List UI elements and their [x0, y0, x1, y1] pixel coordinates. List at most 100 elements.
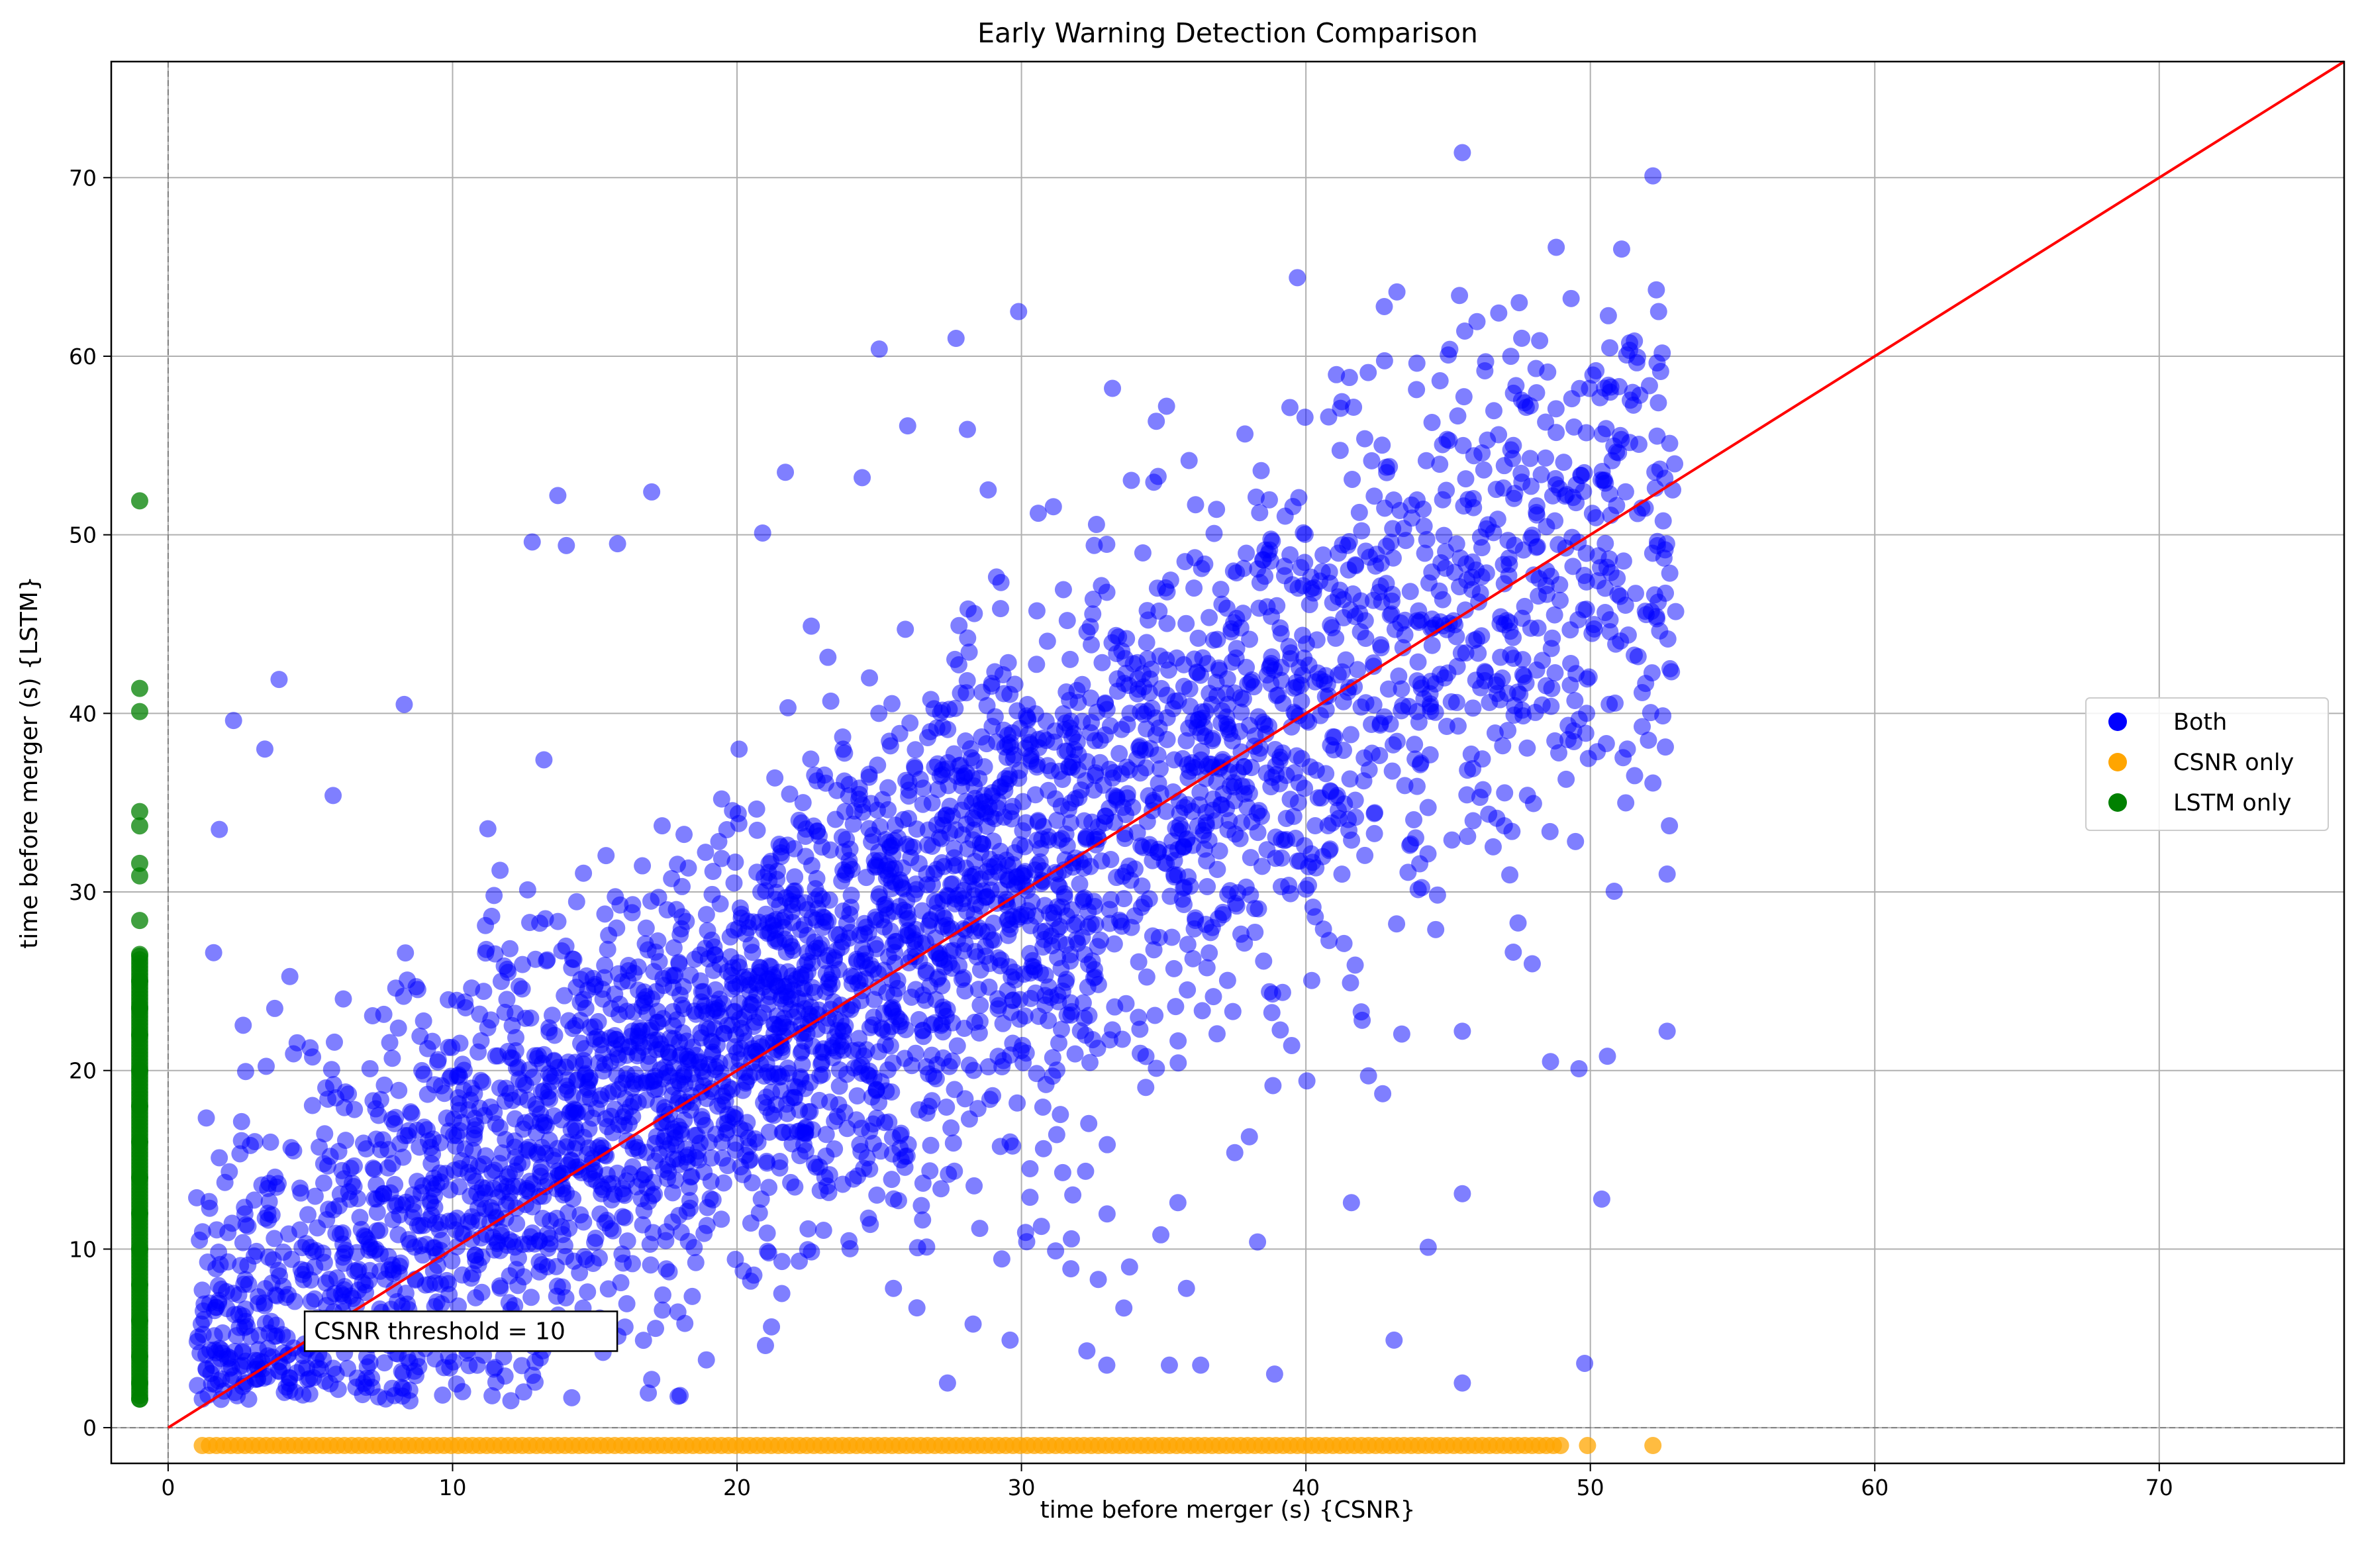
point-both [1542, 567, 1559, 585]
point-both [361, 1059, 379, 1077]
point-both [999, 654, 1017, 671]
point-both [944, 1134, 962, 1152]
point-both [1375, 297, 1393, 315]
point-both [1296, 526, 1314, 544]
point-both [466, 1126, 483, 1144]
point-both [911, 770, 929, 788]
point-both [389, 1226, 407, 1244]
point-both [471, 1005, 489, 1023]
point-both [441, 1359, 459, 1377]
point-both [305, 1369, 322, 1387]
point-both [1612, 240, 1630, 258]
point-both [933, 854, 951, 872]
point-both [858, 869, 875, 887]
point-both [317, 1079, 335, 1097]
point-both [423, 1032, 441, 1050]
point-both [1630, 436, 1648, 454]
point-both [606, 985, 624, 1003]
point-both [1438, 481, 1455, 499]
point-both [808, 1020, 826, 1038]
point-both [1455, 388, 1473, 406]
point-both [1667, 603, 1685, 620]
point-both [1431, 372, 1449, 390]
point-both [1490, 426, 1508, 444]
point-both [732, 1020, 750, 1038]
point-both [1561, 621, 1579, 639]
point-both [809, 1006, 826, 1024]
point-both [938, 1374, 956, 1392]
point-both [1524, 526, 1542, 544]
point-both [1214, 906, 1232, 924]
point-both [1376, 499, 1394, 517]
point-both [1373, 593, 1391, 611]
point-lstm-only [130, 1097, 148, 1115]
point-both [1099, 1136, 1116, 1153]
point-both [1106, 813, 1124, 831]
point-both [1062, 1006, 1080, 1024]
point-both [1661, 660, 1679, 677]
point-both [330, 1142, 348, 1160]
point-both [486, 945, 504, 963]
point-both [1417, 452, 1435, 469]
point-both [713, 1210, 730, 1228]
point-both [506, 1138, 524, 1156]
point-both [872, 1142, 890, 1160]
point-both [232, 1112, 250, 1130]
point-both [1104, 379, 1122, 397]
point-both [1017, 1044, 1035, 1062]
point-both [1133, 877, 1151, 895]
point-both [695, 1163, 713, 1181]
point-both [1249, 1233, 1267, 1251]
point-both [1319, 816, 1337, 834]
point-both [908, 1299, 926, 1317]
point-both [1285, 764, 1303, 782]
point-both [1388, 283, 1406, 301]
point-both [932, 704, 950, 722]
point-both [1324, 728, 1342, 746]
point-both [375, 1005, 393, 1023]
point-both [549, 487, 567, 505]
point-both [864, 1115, 882, 1133]
point-both [1165, 959, 1183, 977]
point-both [779, 699, 797, 716]
point-both [1603, 452, 1621, 469]
point-both [224, 1367, 242, 1385]
point-both [316, 1125, 334, 1143]
point-both [964, 809, 982, 827]
point-both [364, 1159, 382, 1177]
point-both [1322, 616, 1340, 634]
point-both [556, 987, 573, 1004]
point-both [1281, 399, 1299, 416]
point-both [1036, 930, 1054, 948]
point-both [938, 1099, 956, 1116]
y-tick-label: 10 [69, 1236, 97, 1262]
legend-label: CSNR only [2173, 750, 2294, 776]
point-both [1463, 553, 1481, 571]
point-both [1081, 1054, 1099, 1071]
point-both [1277, 830, 1295, 848]
point-both [430, 1221, 448, 1239]
legend-box [2085, 697, 2329, 831]
point-both [989, 1048, 1007, 1065]
point-both [1464, 699, 1482, 717]
point-both [1356, 846, 1374, 864]
point-both [1531, 332, 1549, 350]
point-both [1471, 528, 1489, 546]
point-both [329, 1381, 347, 1398]
point-both [907, 875, 925, 893]
point-both [1145, 941, 1163, 959]
point-both [1457, 470, 1475, 488]
x-tick-label: 40 [1292, 1475, 1320, 1500]
point-both [336, 1241, 354, 1259]
point-both [939, 720, 957, 738]
point-both [383, 1050, 401, 1067]
point-both [226, 1342, 244, 1360]
point-both [836, 744, 854, 762]
point-both [637, 919, 655, 937]
point-both [1500, 567, 1518, 585]
point-both [705, 938, 723, 956]
point-both [1473, 627, 1491, 645]
point-both [371, 1091, 389, 1108]
point-both [657, 1232, 675, 1250]
point-both [1335, 609, 1353, 626]
